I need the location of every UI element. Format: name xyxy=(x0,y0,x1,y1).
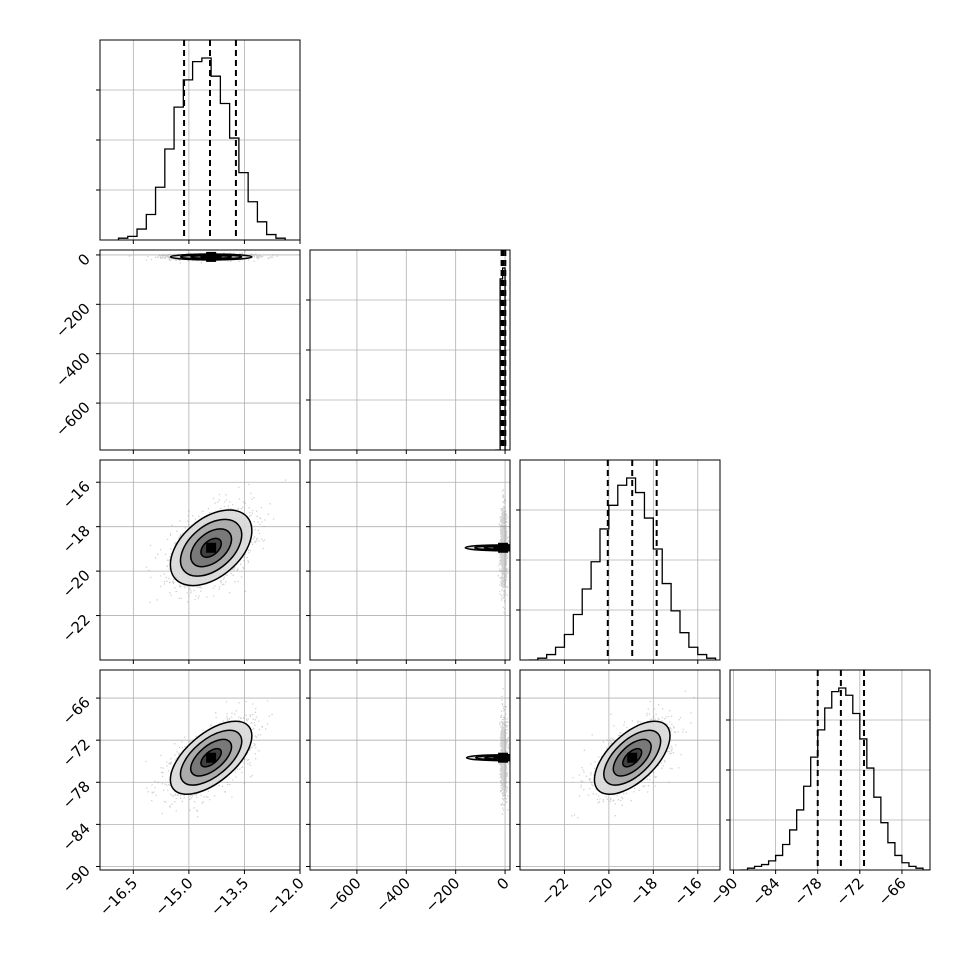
y-tick-label-p1: −400 xyxy=(52,349,94,391)
density-peak xyxy=(627,752,638,763)
panel-border xyxy=(99,249,301,451)
y-tick-label-p1: −200 xyxy=(52,299,94,341)
scatter-points xyxy=(498,688,510,815)
x-tick-label-p0: −16.5 xyxy=(96,874,141,919)
joint-panel-p0-p1 xyxy=(96,249,301,454)
contour-line xyxy=(189,528,233,568)
histogram-step-line xyxy=(528,477,717,660)
y-tick-label-p3: −66 xyxy=(59,693,94,728)
contour-line xyxy=(169,509,253,587)
density-peak xyxy=(498,752,509,763)
contour-line xyxy=(603,729,662,786)
joint-panel-p2-p3 xyxy=(516,669,721,874)
panel-border xyxy=(309,669,511,871)
y-tick-label-p1: 0 xyxy=(74,250,93,269)
histogram-step-line xyxy=(495,267,508,450)
histogram-panel-p0 xyxy=(96,39,301,244)
histogram-step-line xyxy=(117,57,286,240)
histogram-step-line xyxy=(740,687,930,870)
x-tick-label-p1: −400 xyxy=(372,874,414,916)
x-tick-label-p2: −22 xyxy=(537,874,572,909)
histogram-panel-p3 xyxy=(726,669,931,874)
y-tick-label-p3: −90 xyxy=(59,862,94,897)
panel-border xyxy=(519,669,721,871)
joint-body xyxy=(464,489,510,615)
panel-border xyxy=(309,459,511,661)
x-tick-label-p3: −66 xyxy=(875,874,910,909)
density-peak xyxy=(206,542,217,553)
x-tick-label-p0: −12.0 xyxy=(263,874,308,919)
contour-line xyxy=(179,729,243,786)
x-tick-label-p1: −600 xyxy=(323,874,365,916)
joint-body xyxy=(145,700,273,818)
x-tick-label-p2: −16 xyxy=(670,874,705,909)
panel-border xyxy=(519,459,721,661)
y-tick-label-p1: −600 xyxy=(52,398,94,440)
x-tick-label-p1: −200 xyxy=(422,874,464,916)
histogram-panel-p1 xyxy=(306,249,511,454)
contour-line xyxy=(200,537,223,558)
x-tick-label-p2: −18 xyxy=(626,874,661,909)
y-tick-label-p3: −84 xyxy=(59,819,94,854)
joint-panel-p0-p3 xyxy=(96,669,301,874)
panel-border xyxy=(99,459,301,661)
joint-body xyxy=(571,690,695,819)
histogram-body xyxy=(117,40,286,240)
x-tick-label-p1: 0 xyxy=(493,874,512,893)
density-peak xyxy=(206,251,217,262)
x-tick-label-p3: −78 xyxy=(790,874,825,909)
y-tick-label-p2: −16 xyxy=(59,477,94,512)
histogram-panel-p2 xyxy=(516,459,721,664)
panel-border xyxy=(309,249,511,451)
histogram-body xyxy=(495,250,508,450)
joint-panel-p1-p3 xyxy=(306,669,511,874)
joint-body xyxy=(465,688,510,815)
y-tick-label-p3: −78 xyxy=(59,777,94,812)
scatter-points xyxy=(497,489,510,615)
contour-line xyxy=(179,518,243,577)
x-tick-label-p3: −72 xyxy=(833,874,868,909)
x-tick-label-p3: −84 xyxy=(748,874,783,909)
joint-panel-p0-p2 xyxy=(96,459,301,664)
contour-line xyxy=(169,720,253,795)
contour-line xyxy=(593,720,671,795)
contour-line xyxy=(612,738,652,777)
x-tick-label-p0: −13.5 xyxy=(207,874,252,919)
density-peak xyxy=(206,752,217,763)
histogram-body xyxy=(740,670,930,870)
panel-border xyxy=(729,669,931,871)
contour-line xyxy=(189,738,233,777)
joint-body xyxy=(145,479,287,604)
joint-body xyxy=(128,251,278,264)
panel-border xyxy=(99,669,301,871)
y-tick-label-p2: −22 xyxy=(59,611,94,646)
panel-border xyxy=(99,39,301,241)
density-peak xyxy=(498,542,509,553)
y-tick-label-p3: −72 xyxy=(59,735,94,770)
y-tick-label-p2: −20 xyxy=(59,566,94,601)
histogram-body xyxy=(528,460,717,660)
x-tick-label-p3: −90 xyxy=(706,874,741,909)
y-tick-label-p2: −18 xyxy=(59,522,94,557)
x-tick-label-p2: −20 xyxy=(582,874,617,909)
joint-panel-p1-p2 xyxy=(306,459,511,664)
x-tick-label-p0: −15.0 xyxy=(151,874,196,919)
